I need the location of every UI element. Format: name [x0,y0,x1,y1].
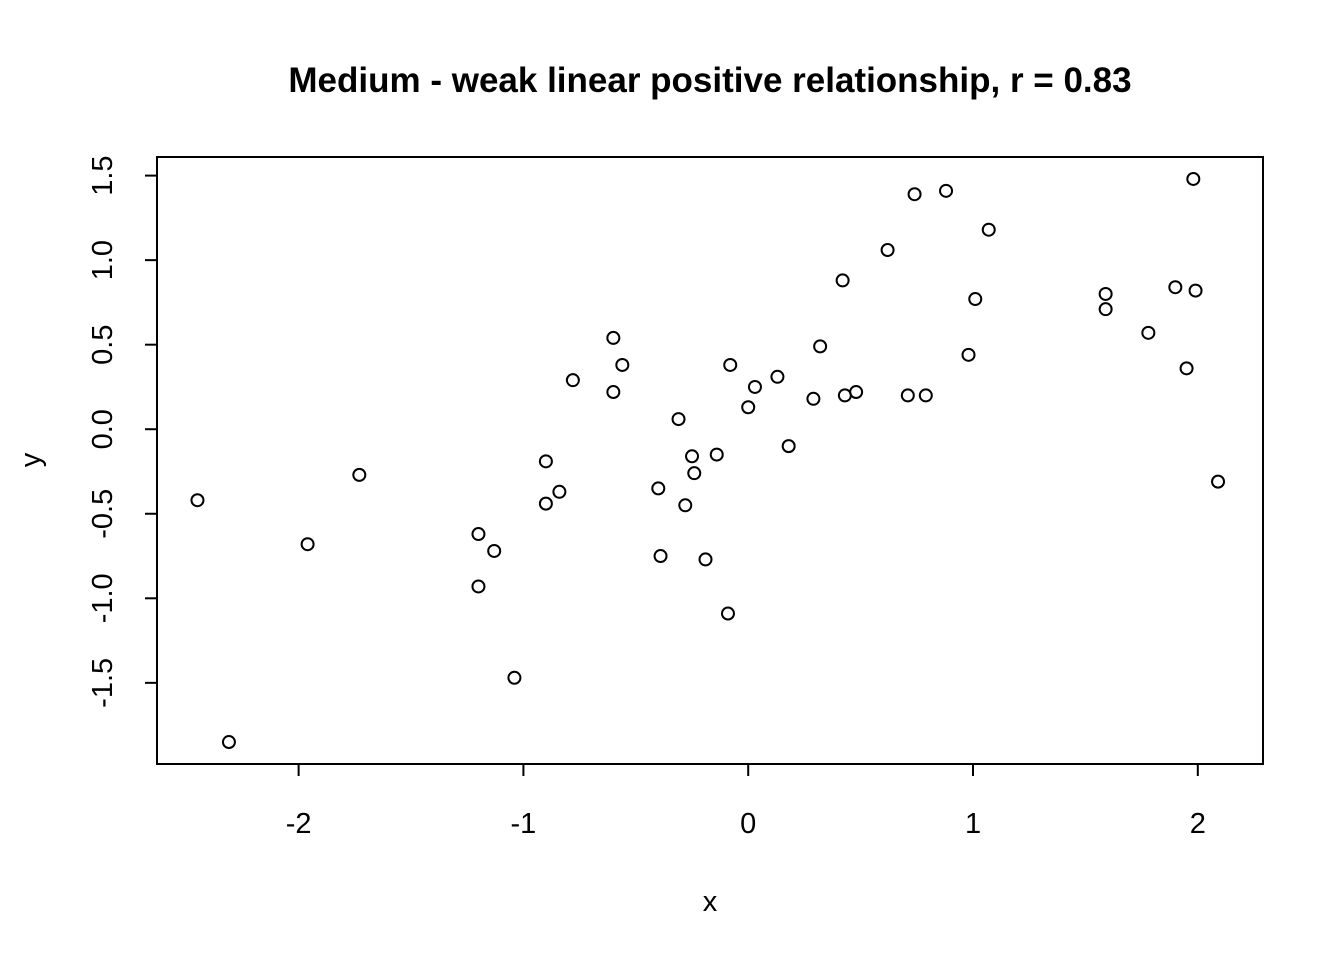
data-point [880,242,895,257]
data-point [1141,325,1156,340]
plot-frame [156,156,1264,765]
data-point [615,357,630,372]
x-axis: -2 -1 0 1 2 [286,763,1206,840]
data-point [606,385,621,400]
data-point [687,466,702,481]
data-point [685,449,700,464]
y-tick-label: -0.5 [87,489,119,539]
data-point [1098,286,1113,301]
x-axis-label: x [703,886,718,918]
data-point [471,579,486,594]
x-tick-label: -2 [286,808,312,840]
data-point [1168,280,1183,295]
data-point [709,447,724,462]
data-point [981,222,996,237]
data-point [653,549,668,564]
y-tick-label: 1.0 [87,240,119,280]
data-point [747,379,762,394]
data-point [538,454,553,469]
data-point [487,543,502,558]
data-point [606,330,621,345]
data-point [770,369,785,384]
data-point [471,527,486,542]
data-point [961,347,976,362]
data-point [698,552,713,567]
data-point [300,537,315,552]
data-point [968,292,983,307]
data-point [565,373,580,388]
data-point [190,493,205,508]
x-tick-label: -1 [511,808,537,840]
y-tick-label: -1.5 [87,658,119,708]
data-point [720,606,735,621]
data-point [907,187,922,202]
y-tick-label: -1.0 [87,573,119,623]
x-tick-label: 0 [740,808,756,840]
y-axis: -1.5 -1.0 -0.5 0.0 0.5 1.0 1.5 [87,155,158,708]
data-point [849,385,864,400]
x-tick-label: 2 [1190,808,1206,840]
data-point [678,498,693,513]
data-point [939,183,954,198]
data-point [835,273,850,288]
data-point [1186,171,1201,186]
data-point [1211,474,1226,489]
data-point [352,467,367,482]
y-tick-label: 1.5 [87,155,119,195]
chart-title: Medium - weak linear positive relationsh… [288,61,1131,100]
data-point [1188,283,1203,298]
data-point [781,439,796,454]
data-point [221,735,236,750]
data-points [190,171,1226,750]
data-point [900,388,915,403]
data-point [1098,302,1113,317]
data-point [552,484,567,499]
data-point [507,670,522,685]
data-point [538,496,553,511]
data-point [918,388,933,403]
data-point [671,412,686,427]
x-tick-label: 1 [965,808,981,840]
data-point [723,357,738,372]
y-tick-label: 0.5 [87,325,119,365]
y-axis-label: y [15,452,47,467]
data-point [813,339,828,354]
data-point [741,400,756,415]
data-point [837,388,852,403]
data-point [1179,361,1194,376]
data-point [806,391,821,406]
data-point [651,481,666,496]
y-tick-label: 0.0 [87,409,119,449]
